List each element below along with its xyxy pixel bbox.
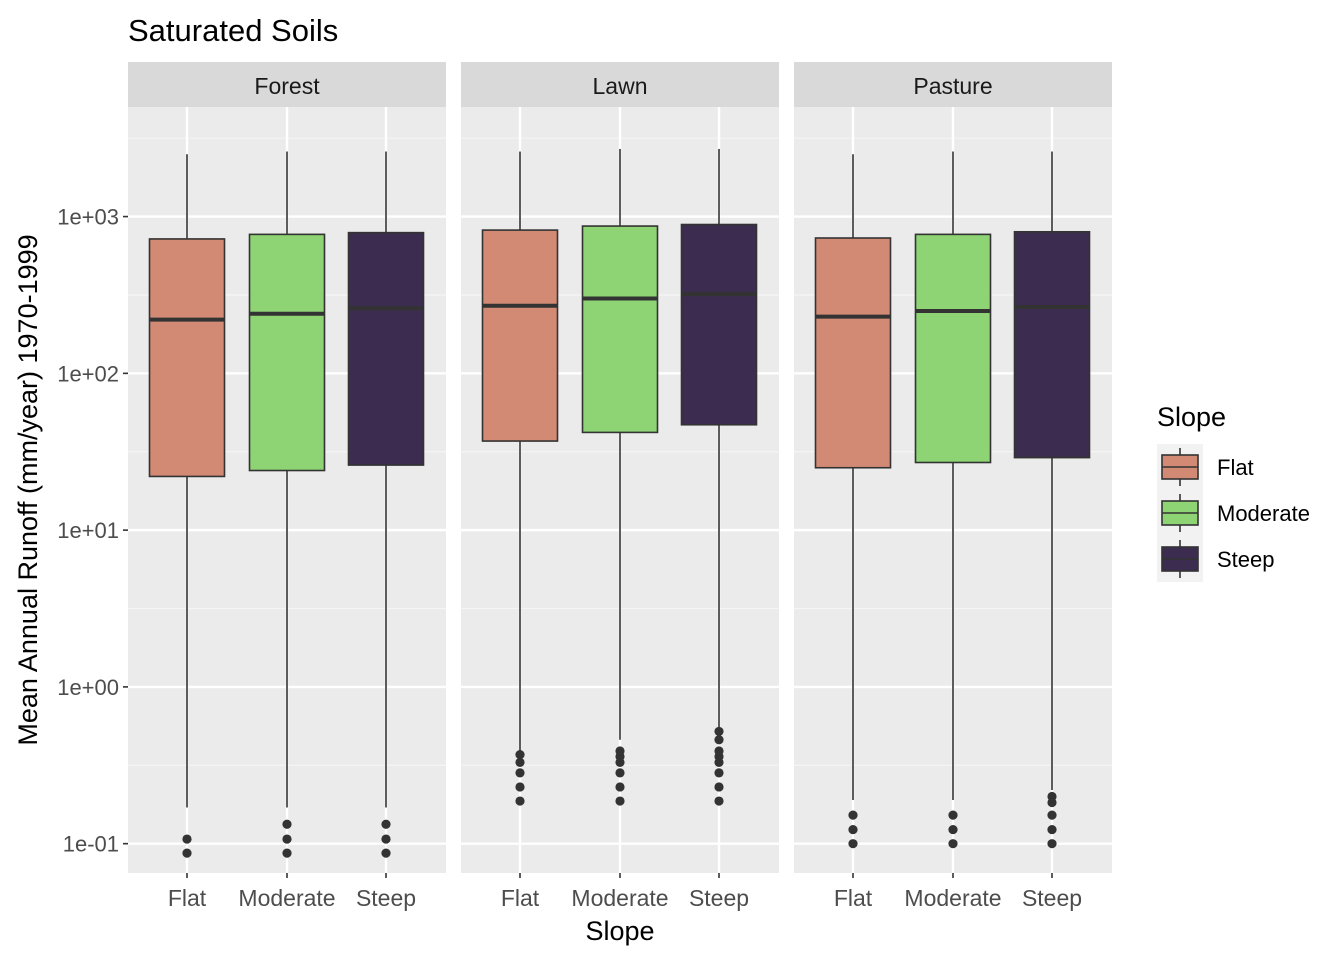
outlier-point (948, 810, 958, 820)
outlier-point (381, 834, 391, 844)
outlier-point (282, 819, 292, 829)
legend-label: Steep (1217, 547, 1275, 572)
box-lawn-moderate (581, 148, 659, 806)
x-axis-label: Slope (585, 916, 654, 946)
box-forest-moderate (248, 151, 326, 858)
outlier-point (948, 824, 958, 835)
legend-item-steep: Steep (1157, 536, 1275, 582)
x-tick-label: Steep (356, 885, 416, 911)
outlier-point (515, 796, 525, 806)
outlier-point (615, 796, 625, 806)
x-tick-label: Moderate (571, 885, 668, 911)
outlier-point (1047, 824, 1057, 835)
chart-title: Saturated Soils (128, 13, 338, 48)
outlier-point (714, 726, 724, 737)
outlier-point (182, 834, 192, 844)
legend-label: Flat (1217, 455, 1254, 480)
y-tick-label: 1e+01 (57, 518, 119, 543)
facet-panel-pasture: Pasture Flat Moderate Steep (794, 62, 1112, 911)
legend-title: Slope (1157, 402, 1226, 432)
facet-panel-forest: Forest Flat Moderate Steep (128, 62, 446, 911)
box-pasture-steep (1013, 151, 1091, 849)
x-tick-label: Moderate (904, 885, 1001, 911)
outlier-point (714, 782, 724, 792)
outlier-point (515, 749, 525, 760)
outlier-point (615, 782, 625, 792)
outlier-point (515, 768, 525, 778)
box-body (680, 223, 758, 426)
outlier-point (615, 746, 625, 756)
outlier-point (615, 768, 625, 778)
facet-strip-label: Forest (254, 73, 320, 99)
legend-label: Moderate (1217, 501, 1310, 526)
box-pasture-flat (814, 154, 892, 849)
facet-strip-label: Lawn (593, 73, 648, 99)
y-tick-label: 1e+03 (57, 205, 119, 230)
outlier-point (714, 735, 724, 745)
x-tick-label: Flat (834, 885, 873, 911)
box-body (481, 229, 559, 442)
facet-panels: Forest Flat Moderate Steep Lawn Flat Moderate S… (128, 62, 1112, 911)
outlier-point (848, 824, 858, 835)
outlier-point (515, 782, 525, 792)
outlier-point (515, 757, 525, 767)
y-tick-label: 1e+00 (57, 675, 119, 700)
y-tick-label: 1e+02 (57, 361, 119, 386)
box-forest-steep (347, 151, 425, 858)
box-lawn-flat (481, 151, 559, 806)
outlier-point (848, 810, 858, 820)
y-axis-label: Mean Annual Runoff (mm/year) 1970-1999 (13, 234, 43, 745)
x-tick-label: Moderate (238, 885, 335, 911)
outlier-point (1047, 839, 1057, 849)
facet-strip (461, 62, 779, 107)
outlier-point (1047, 810, 1057, 820)
box-body (814, 237, 892, 469)
x-tick-label: Flat (168, 885, 207, 911)
box-forest-flat (148, 154, 226, 858)
outlier-point (714, 768, 724, 778)
outlier-point (182, 848, 192, 858)
y-tick-label: 1e-01 (63, 832, 119, 857)
box-body (248, 233, 326, 472)
legend-item-moderate: Moderate (1157, 490, 1310, 536)
outlier-point (848, 839, 858, 849)
facet-strip (128, 62, 446, 107)
outlier-point (1047, 791, 1057, 802)
facet-strip-label: Pasture (913, 73, 992, 99)
outlier-point (714, 746, 724, 756)
y-axis: 1e-01 1e+00 1e+01 1e+02 1e+03 (57, 205, 128, 857)
outlier-point (282, 848, 292, 858)
box-pasture-moderate (914, 151, 992, 849)
box-body (347, 231, 425, 466)
x-tick-label: Steep (689, 885, 749, 911)
facet-strip (794, 62, 1112, 107)
outlier-point (948, 839, 958, 849)
box-lawn-steep (680, 148, 758, 806)
outlier-point (282, 834, 292, 844)
outlier-point (714, 796, 724, 806)
facet-panel-lawn: Lawn Flat Moderate Steep (461, 62, 779, 911)
box-body (148, 238, 226, 478)
box-body (914, 233, 992, 464)
outlier-point (381, 819, 391, 829)
outlier-point (381, 848, 391, 858)
x-tick-label: Flat (501, 885, 540, 911)
x-tick-label: Steep (1022, 885, 1082, 911)
box-body (581, 225, 659, 434)
legend-item-flat: Flat (1157, 444, 1254, 490)
legend: Slope Flat Moderate Steep (1157, 402, 1310, 582)
box-body (1013, 230, 1091, 459)
